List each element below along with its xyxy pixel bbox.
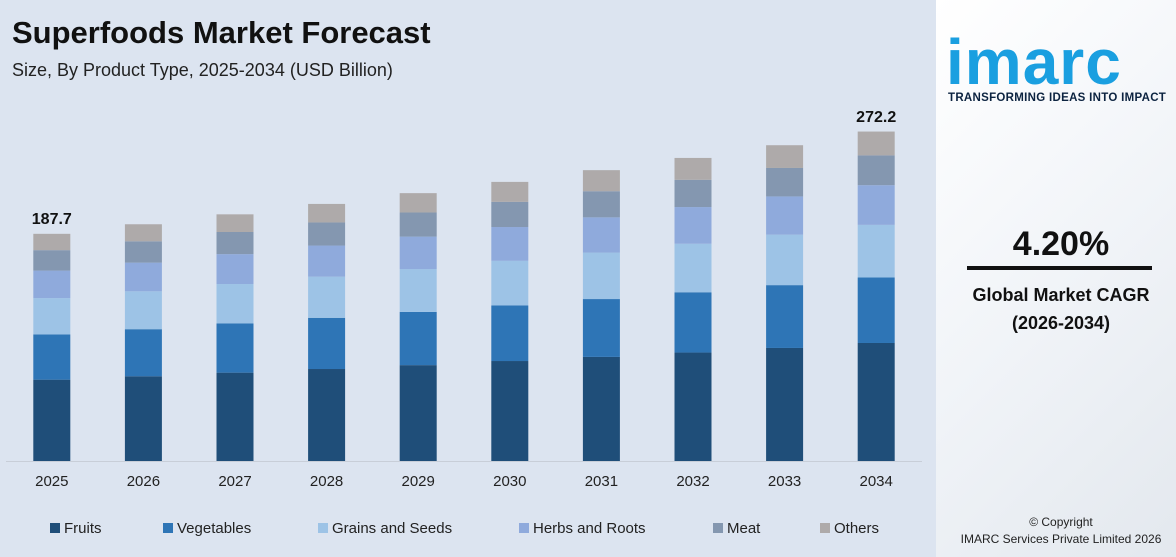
bar-segment [308, 369, 346, 461]
bar-segment [399, 212, 437, 237]
bar-segment [124, 224, 162, 242]
bar-segment [399, 269, 437, 312]
chart: Superfoods Market Forecast Size, By Prod… [6, 15, 922, 537]
cagr-value: 4.20% [1012, 225, 1110, 263]
bar-segment [399, 193, 437, 213]
bar-segment [857, 277, 895, 343]
chart-title: Superfoods Market Forecast [12, 15, 431, 50]
legend-swatch [318, 523, 328, 533]
bar-segment [674, 207, 712, 244]
x-tick-label: 2033 [768, 473, 801, 490]
bar-segment [766, 196, 804, 235]
bar-segment [491, 361, 529, 461]
bar-segment [582, 252, 620, 300]
company: IMARC Services Private Limited 2026 [960, 532, 1162, 546]
legend-label: Herbs and Roots [533, 520, 646, 537]
x-tick-label: 2034 [860, 473, 893, 490]
bar-segment [857, 131, 895, 156]
bar-segment [33, 250, 71, 271]
bar-segment [491, 305, 529, 362]
bar-segment [674, 157, 712, 180]
x-tick-label: 2032 [676, 473, 709, 490]
bar-segment [399, 311, 437, 366]
bar-segment [33, 379, 71, 461]
bar-segment [216, 214, 254, 233]
bar-segment [308, 245, 346, 277]
bar-segment [857, 155, 895, 186]
bar-segment [33, 298, 71, 335]
bar-segment [33, 270, 71, 299]
bar-segment [766, 167, 804, 197]
total-label: 272.2 [856, 109, 896, 126]
bar-segment [124, 291, 162, 330]
bar-segment [491, 227, 529, 261]
cagr-label: Global Market CAGR [972, 285, 1150, 305]
x-tick-label: 2030 [493, 473, 526, 490]
x-tick-label: 2026 [127, 473, 160, 490]
tagline: TRANSFORMING IDEAS INTO IMPACT [948, 92, 1167, 104]
bar-segment [674, 243, 712, 293]
x-tick-label: 2031 [585, 473, 618, 490]
bar-segment [766, 285, 804, 348]
divider [967, 266, 1152, 270]
legend-label: Others [834, 520, 879, 537]
bar-segment [857, 185, 895, 225]
legend-label: Vegetables [177, 520, 251, 537]
bar-segment [582, 191, 620, 218]
bar-segment [857, 224, 895, 278]
x-tick-label: 2027 [218, 473, 251, 490]
legend-label: Grains and Seeds [332, 520, 452, 537]
bar-segment [857, 342, 895, 461]
sidebar: imarc TRANSFORMING IDEAS INTO IMPACT 4.2… [936, 0, 1176, 557]
legend-label: Meat [727, 520, 761, 537]
bar-segment [308, 276, 346, 318]
chart-subtitle: Size, By Product Type, 2025-2034 (USD Bi… [12, 60, 393, 80]
bar-segment [674, 292, 712, 353]
logo: imarc [946, 26, 1122, 98]
bar-segment [124, 329, 162, 377]
x-tick-label: 2025 [35, 473, 68, 490]
bar-segment [216, 323, 254, 373]
legend-swatch [163, 523, 173, 533]
bar-segment [582, 217, 620, 253]
bar-segment [216, 254, 254, 285]
bar-segment [674, 179, 712, 208]
bar-segment [308, 317, 346, 370]
bar-segment [124, 262, 162, 292]
legend-swatch [713, 523, 723, 533]
bar-segment [308, 222, 346, 246]
bar-segment [33, 233, 71, 251]
legend-label: Fruits [64, 520, 102, 537]
bar-segment [491, 260, 529, 306]
bar-segment [491, 201, 529, 228]
bar-segment [399, 365, 437, 461]
bar-segment [766, 347, 804, 461]
x-tick-label: 2029 [402, 473, 435, 490]
x-tick-label: 2028 [310, 473, 343, 490]
legend-swatch [820, 523, 830, 533]
bar-segment [582, 356, 620, 461]
cagr-period: (2026-2034) [1011, 313, 1111, 333]
bar-segment [674, 352, 712, 461]
bar-segment [124, 241, 162, 263]
bar-segment [491, 181, 529, 202]
bar-segment [582, 299, 620, 357]
bar-segment [582, 170, 620, 192]
bar-segment [766, 145, 804, 168]
legend-swatch [519, 523, 529, 533]
bar-segment [216, 284, 254, 324]
total-label: 187.7 [32, 211, 72, 228]
legend-swatch [50, 523, 60, 533]
bar-segment [308, 203, 346, 223]
bar-segment [124, 376, 162, 461]
bar-segment [216, 232, 254, 255]
bar-segment [399, 236, 437, 270]
copyright: © Copyright [1029, 515, 1093, 529]
bar-segment [33, 334, 71, 380]
bar-segment [766, 234, 804, 286]
bar-segment [216, 372, 254, 461]
